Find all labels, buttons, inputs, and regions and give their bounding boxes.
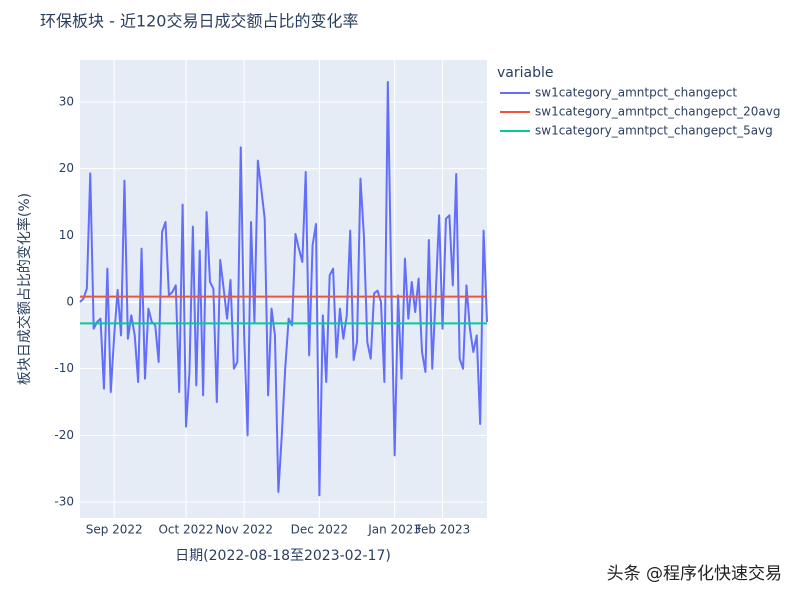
legend-label: sw1category_amntpct_changepct (535, 86, 737, 100)
chart-title: 环保板块 - 近120交易日成交额占比的变化率 (40, 12, 359, 31)
y-tick-label: 10 (59, 228, 74, 242)
y-tick-label: -30 (54, 495, 74, 509)
y-tick-label: -20 (54, 428, 74, 442)
y-tick-label: -10 (54, 361, 74, 375)
legend-label: sw1category_amntpct_changepct_20avg (535, 105, 780, 119)
x-axis-label: 日期(2022-08-18至2023-02-17) (175, 548, 391, 564)
x-tick-label: Jan 2023 (367, 523, 421, 537)
legend-label: sw1category_amntpct_changepct_5avg (535, 124, 773, 138)
x-tick-label: Sep 2022 (86, 523, 143, 537)
legend-title: variable (497, 65, 553, 81)
watermark: 头条 @程序化快速交易 (607, 564, 782, 584)
y-tick-label: 0 (66, 295, 74, 309)
x-tick-label: Nov 2022 (215, 523, 273, 537)
x-tick-label: Oct 2022 (158, 523, 213, 537)
y-axis-label: 板块日成交额占比的变化率(%) (16, 193, 33, 385)
y-tick-label: 20 (59, 161, 74, 175)
x-tick-label: Feb 2023 (415, 523, 471, 537)
series-line (79, 81, 488, 497)
y-tick-label: 30 (59, 95, 74, 109)
x-tick-label: Dec 2022 (291, 523, 349, 537)
